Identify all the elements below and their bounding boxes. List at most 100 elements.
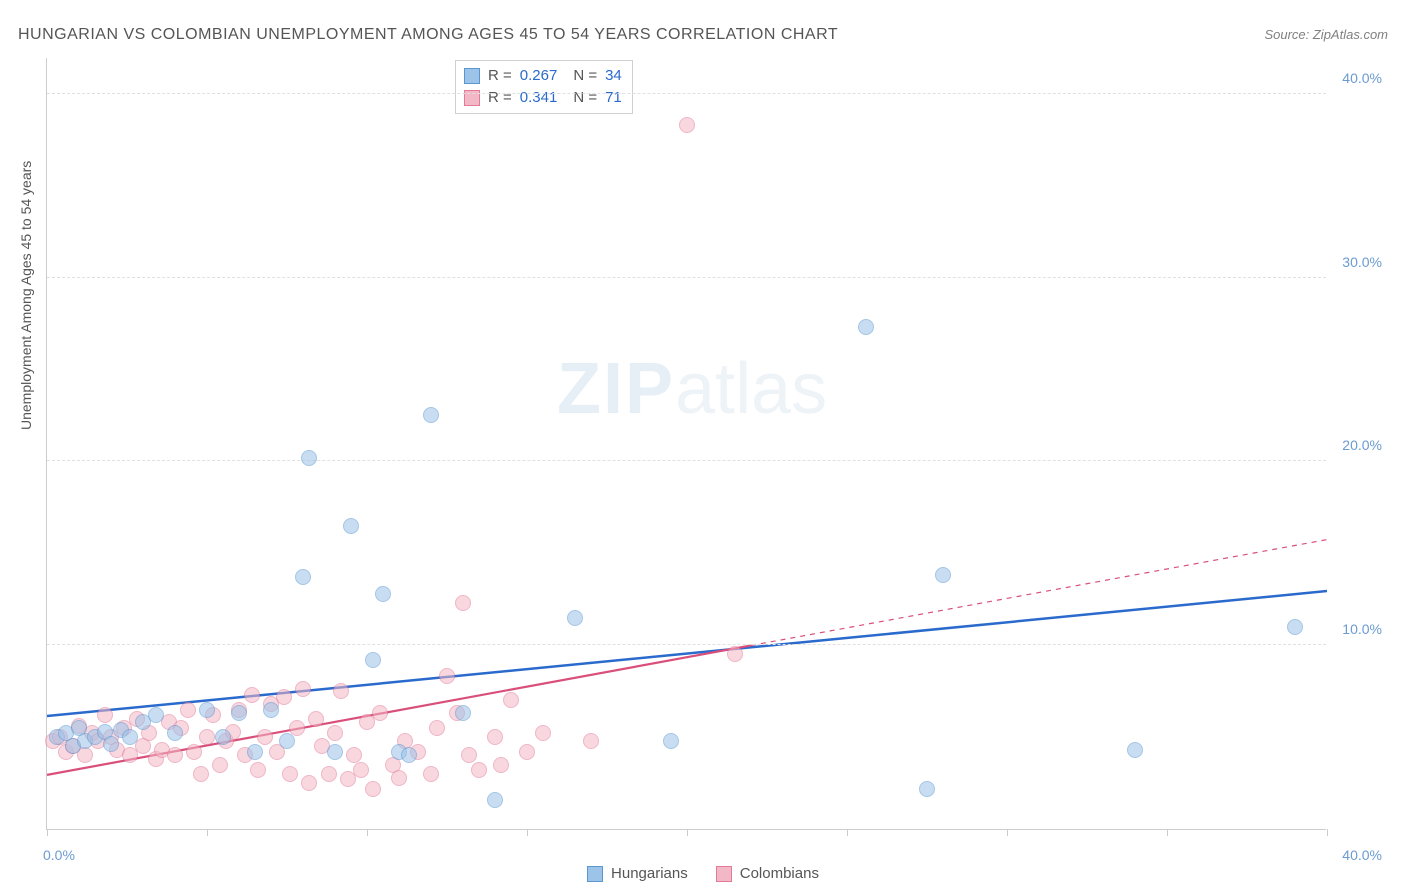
- scatter-point-colombians: [244, 687, 260, 703]
- legend-item-colombians: Colombians: [716, 865, 819, 882]
- legend-swatch-colombians: [716, 866, 732, 882]
- xtick: [847, 829, 848, 836]
- scatter-point-colombians: [679, 117, 695, 133]
- scatter-point-colombians: [308, 711, 324, 727]
- xlim-right: 40.0%: [1342, 847, 1382, 863]
- scatter-point-hungarians: [279, 733, 295, 749]
- legend-swatch-hungarians: [464, 68, 480, 84]
- scatter-point-hungarians: [1127, 742, 1143, 758]
- xtick: [207, 829, 208, 836]
- watermark-atlas: atlas: [675, 349, 827, 429]
- y-axis-label: Unemployment Among Ages 45 to 54 years: [18, 161, 34, 430]
- plot-area: ZIPatlas R = 0.267N = 34R = 0.341N = 71 …: [46, 58, 1326, 830]
- xtick: [367, 829, 368, 836]
- scatter-point-colombians: [97, 707, 113, 723]
- ytick-label: 40.0%: [1342, 70, 1382, 86]
- scatter-point-hungarians: [215, 729, 231, 745]
- scatter-point-hungarians: [103, 736, 119, 752]
- gridline: [47, 93, 1326, 94]
- scatter-point-colombians: [391, 770, 407, 786]
- legend-label-hungarians: Hungarians: [611, 865, 688, 882]
- legend-n-value: 71: [605, 87, 622, 109]
- scatter-point-colombians: [186, 744, 202, 760]
- scatter-point-colombians: [199, 729, 215, 745]
- legend-n-prefix: N =: [573, 87, 597, 109]
- scatter-point-hungarians: [401, 747, 417, 763]
- scatter-point-hungarians: [148, 707, 164, 723]
- xtick: [527, 829, 528, 836]
- stat-legend: R = 0.267N = 34R = 0.341N = 71: [455, 60, 633, 114]
- scatter-point-colombians: [353, 762, 369, 778]
- watermark: ZIPatlas: [557, 348, 827, 430]
- scatter-point-colombians: [193, 766, 209, 782]
- scatter-point-hungarians: [1287, 619, 1303, 635]
- scatter-point-colombians: [180, 702, 196, 718]
- scatter-point-colombians: [257, 729, 273, 745]
- watermark-zip: ZIP: [557, 349, 675, 429]
- xtick: [47, 829, 48, 836]
- chart-title: HUNGARIAN VS COLOMBIAN UNEMPLOYMENT AMON…: [18, 26, 838, 44]
- scatter-point-hungarians: [167, 725, 183, 741]
- scatter-point-colombians: [365, 781, 381, 797]
- scatter-point-hungarians: [375, 586, 391, 602]
- scatter-point-hungarians: [919, 781, 935, 797]
- legend-r-value: 0.341: [520, 87, 558, 109]
- scatter-point-hungarians: [295, 569, 311, 585]
- ytick-label: 20.0%: [1342, 437, 1382, 453]
- legend-r-prefix: R =: [488, 87, 512, 109]
- gridline: [47, 644, 1326, 645]
- legend-item-hungarians: Hungarians: [587, 865, 688, 882]
- scatter-point-colombians: [429, 720, 445, 736]
- scatter-point-hungarians: [343, 518, 359, 534]
- scatter-point-colombians: [471, 762, 487, 778]
- scatter-point-colombians: [519, 744, 535, 760]
- xtick: [687, 829, 688, 836]
- scatter-point-colombians: [487, 729, 503, 745]
- xlim-left: 0.0%: [43, 847, 75, 863]
- series-legend: Hungarians Colombians: [0, 865, 1406, 882]
- scatter-point-colombians: [503, 692, 519, 708]
- scatter-point-colombians: [439, 668, 455, 684]
- scatter-point-colombians: [493, 757, 509, 773]
- scatter-point-colombians: [535, 725, 551, 741]
- scatter-point-hungarians: [567, 610, 583, 626]
- scatter-point-hungarians: [663, 733, 679, 749]
- gridline: [47, 277, 1326, 278]
- scatter-point-colombians: [276, 689, 292, 705]
- gridline: [47, 460, 1326, 461]
- legend-swatch-hungarians: [587, 866, 603, 882]
- scatter-point-colombians: [583, 733, 599, 749]
- scatter-point-colombians: [727, 646, 743, 662]
- legend-n-value: 34: [605, 65, 622, 87]
- scatter-point-colombians: [346, 747, 362, 763]
- legend-n-prefix: N =: [573, 65, 597, 87]
- xtick: [1167, 829, 1168, 836]
- scatter-point-hungarians: [487, 792, 503, 808]
- scatter-point-hungarians: [327, 744, 343, 760]
- scatter-point-colombians: [461, 747, 477, 763]
- stat-legend-row-hungarians: R = 0.267N = 34: [464, 65, 622, 87]
- scatter-point-colombians: [455, 595, 471, 611]
- scatter-point-colombians: [282, 766, 298, 782]
- scatter-point-colombians: [333, 683, 349, 699]
- scatter-point-colombians: [321, 766, 337, 782]
- scatter-point-hungarians: [263, 702, 279, 718]
- scatter-point-hungarians: [199, 702, 215, 718]
- legend-r-value: 0.267: [520, 65, 558, 87]
- scatter-point-colombians: [327, 725, 343, 741]
- ytick-label: 30.0%: [1342, 254, 1382, 270]
- source-label: Source: ZipAtlas.com: [1264, 27, 1388, 42]
- legend-label-colombians: Colombians: [740, 865, 819, 882]
- scatter-point-hungarians: [858, 319, 874, 335]
- scatter-point-colombians: [250, 762, 266, 778]
- scatter-point-colombians: [295, 681, 311, 697]
- scatter-point-hungarians: [122, 729, 138, 745]
- xtick: [1007, 829, 1008, 836]
- scatter-point-hungarians: [423, 407, 439, 423]
- scatter-point-hungarians: [935, 567, 951, 583]
- ytick-label: 10.0%: [1342, 621, 1382, 637]
- scatter-point-colombians: [423, 766, 439, 782]
- scatter-point-colombians: [77, 747, 93, 763]
- scatter-point-colombians: [167, 747, 183, 763]
- scatter-point-colombians: [212, 757, 228, 773]
